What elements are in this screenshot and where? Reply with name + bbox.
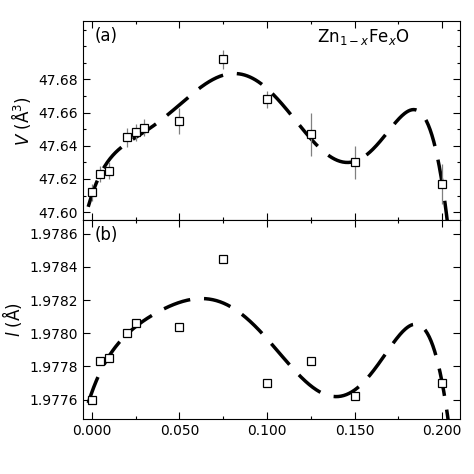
Y-axis label: $V$ (Å$^3$): $V$ (Å$^3$) [9,96,33,146]
Text: Zn$_{1-x}$Fe$_x$O: Zn$_{1-x}$Fe$_x$O [317,27,409,47]
Text: (a): (a) [94,27,117,46]
Y-axis label: $l$ (Å): $l$ (Å) [0,302,24,337]
Text: (b): (b) [94,227,118,245]
